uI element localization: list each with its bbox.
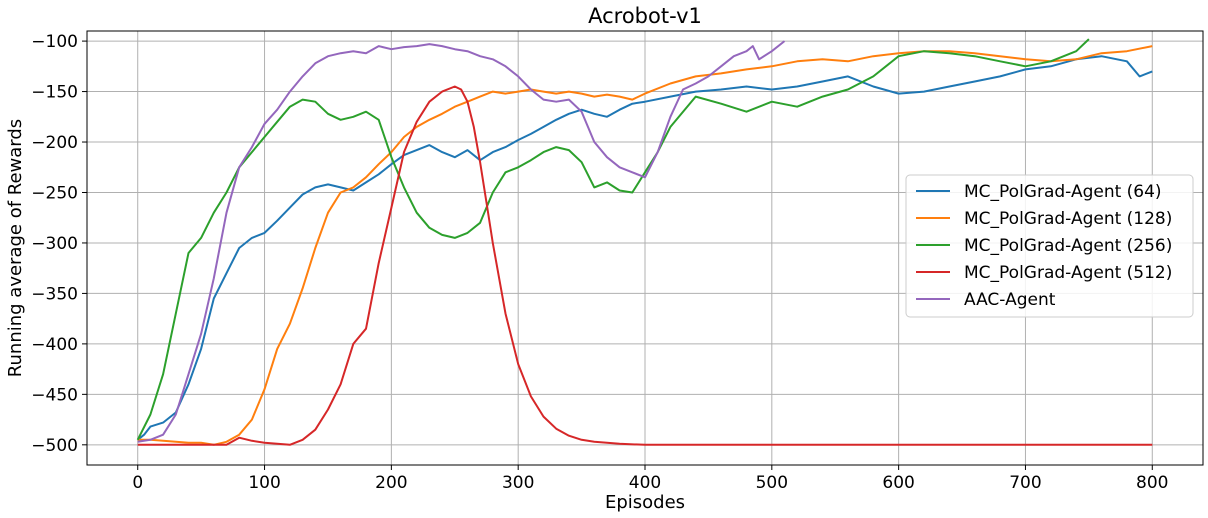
x-tick-label: 500 <box>756 473 788 493</box>
legend-label: MC_PolGrad-Agent (512) <box>964 263 1172 283</box>
y-tick-label: −300 <box>31 234 78 254</box>
y-tick-label: −500 <box>31 436 78 456</box>
series-line-2 <box>136 38 1090 441</box>
x-axis-label: Episodes <box>605 492 685 513</box>
legend-label: AAC-Agent <box>964 290 1056 310</box>
x-tick-label: 700 <box>1009 473 1041 493</box>
chart-title: Acrobot-v1 <box>588 4 702 28</box>
tick-marks: 0 100 200 300 400 500 600 700 800 −500 −450 −400 −35… <box>31 32 1168 493</box>
x-tick-label: 800 <box>1136 473 1168 493</box>
x-tick-label: 100 <box>248 473 280 493</box>
y-tick-label: −150 <box>31 83 78 103</box>
series-line-1 <box>137 45 1153 446</box>
legend: MC_PolGrad-Agent (64) MC_PolGrad-Agent (1… <box>905 174 1194 318</box>
x-tick-label: 400 <box>629 473 661 493</box>
legend-box <box>905 174 1194 318</box>
y-tick-label: −200 <box>31 133 78 153</box>
legend-label: MC_PolGrad-Agent (128) <box>964 209 1172 229</box>
series-line-4 <box>137 40 786 443</box>
x-tick-label: 200 <box>375 473 407 493</box>
series-line-3 <box>137 85 1153 446</box>
series-line-0 <box>137 55 1153 441</box>
x-tick-label: 600 <box>882 473 914 493</box>
y-tick-label: −100 <box>31 32 78 52</box>
x-tick-label: 300 <box>502 473 534 493</box>
legend-label: MC_PolGrad-Agent (64) <box>964 182 1162 202</box>
y-axis-label: Running average of Rewards <box>5 119 26 377</box>
y-tick-label: −350 <box>31 284 78 304</box>
y-tick-label: −400 <box>31 335 78 355</box>
x-tick-label: 0 <box>132 473 143 493</box>
y-tick-label: −450 <box>31 385 78 405</box>
legend-label: MC_PolGrad-Agent (256) <box>964 236 1172 256</box>
series-lines <box>136 38 1153 446</box>
y-tick-label: −250 <box>31 183 78 203</box>
